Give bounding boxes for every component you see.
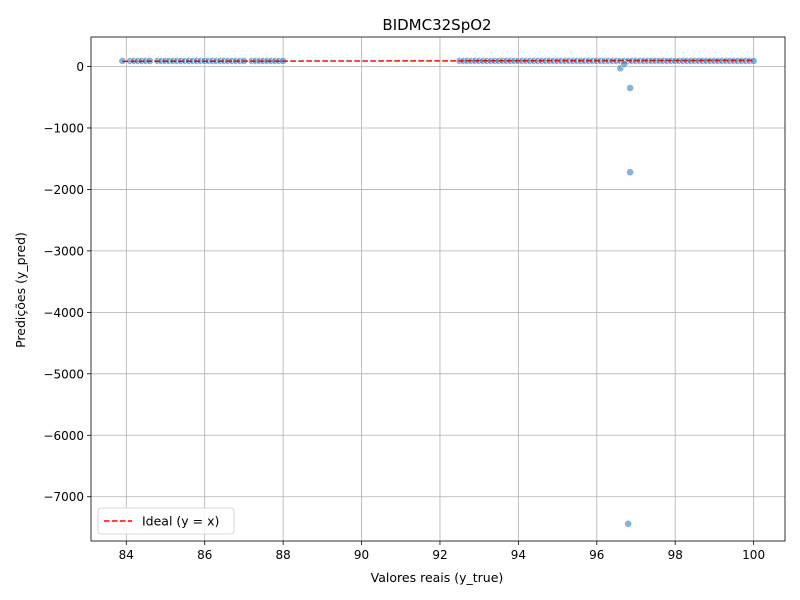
y-axis-label: Predições (y_pred) [13,232,28,348]
chart-title: BIDMC32SpO2 [382,16,491,34]
x-tick-label: 100 [742,548,765,562]
x-tick-label: 98 [668,548,683,562]
grid [91,37,785,541]
x-tick-label: 92 [432,548,447,562]
ideal-line-layer [122,59,754,63]
legend: Ideal (y = x) [97,507,235,535]
x-tick-label: 90 [354,548,369,562]
x-tick-label: 96 [589,548,604,562]
x-tick-label: 84 [119,548,134,562]
y-axis-ticks: 0 −1000 −2000 −3000 −4000 −5000 −6000 −7000 [43,60,91,504]
legend-entry-ideal: Ideal (y = x) [142,514,219,529]
scatter-point [620,60,629,68]
scatter-point [626,84,635,92]
x-tick-label: 88 [275,548,290,562]
y-tick-label: 0 [76,60,84,74]
scatter-point [626,168,635,177]
plot-frame [90,36,786,542]
x-axis-label: Valores reais (y_true) [371,570,504,585]
y-tick-label: −7000 [43,490,84,504]
y-tick-label: −4000 [43,306,84,320]
y-tick-label: −2000 [43,183,84,197]
y-tick-label: −5000 [43,367,84,381]
x-axis-ticks: 84 86 88 90 92 94 96 98 100 [119,541,765,562]
ideal-line [122,59,754,63]
x-tick-label: 86 [197,548,212,562]
legend-box [97,507,235,535]
y-tick-label: −6000 [43,429,84,443]
y-tick-label: −3000 [43,244,84,258]
y-tick-label: −1000 [43,121,84,135]
scatter-point [624,519,633,528]
x-tick-label: 94 [511,548,526,562]
